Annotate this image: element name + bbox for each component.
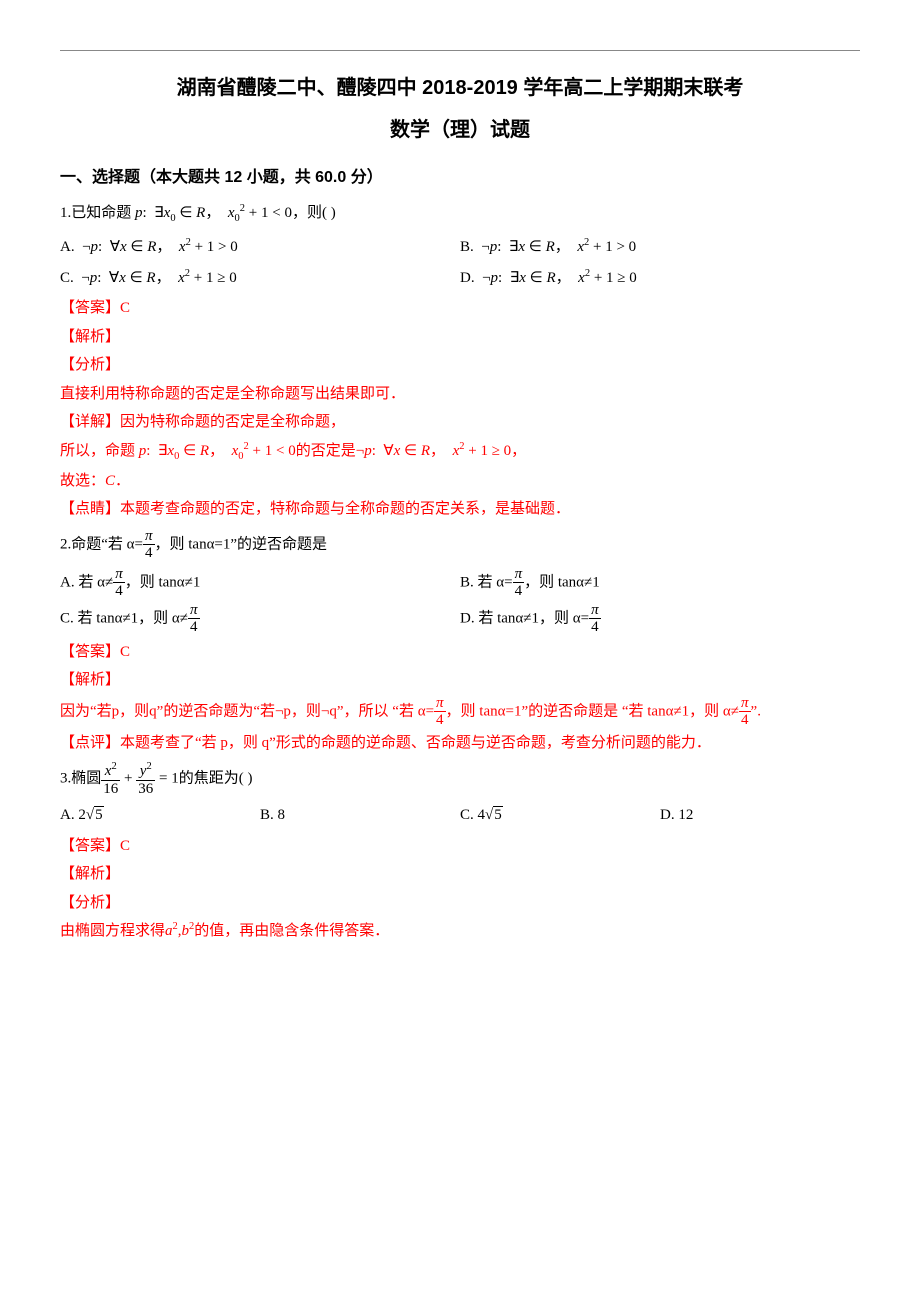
q2-optA: A. 若 α≠π4，则 tanα≠1 bbox=[60, 566, 460, 600]
q1-optC: C. ¬p: ∀x ∈ R， x2 + 1 ≥ 0 bbox=[60, 264, 460, 293]
q1-xiangjie-lead: 【详解】因为特称命题的否定是全称命题， bbox=[60, 408, 860, 437]
q1-xiangjie-body: 所以，命题 p: ∃x0 ∈ R， x02 + 1 < 0的否定是¬p: ∀x … bbox=[60, 437, 860, 467]
q2-optD: D. 若 tanα≠1，则 α=π4 bbox=[460, 602, 860, 636]
q2-body-pre: 因为“若p，则q”的逆否命题为“若¬p，则¬q”，所以 “若 α= bbox=[60, 703, 434, 719]
q3-stem-prefix: 3.椭圆 bbox=[60, 771, 101, 787]
q1-guxuan: 故选：C． bbox=[60, 467, 860, 496]
q2D-num: π bbox=[589, 602, 601, 620]
page-title-line2: 数学（理）试题 bbox=[60, 111, 860, 149]
q2A-num: π bbox=[113, 566, 125, 584]
q3C-pre: C. 4 bbox=[460, 807, 485, 823]
q1-answer: 【答案】C bbox=[60, 294, 860, 323]
q2-options-row1: A. 若 α≠π4，则 tanα≠1 B. 若 α=π4，则 tanα≠1 bbox=[60, 566, 860, 600]
q2C-den: 4 bbox=[188, 619, 200, 636]
q3-plus: + bbox=[120, 771, 136, 787]
q2b1-den: 4 bbox=[434, 712, 446, 729]
q3-jiexi: 【解析】 bbox=[60, 860, 860, 889]
q3-den2: 36 bbox=[136, 781, 155, 798]
q3-fenxi: 【分析】 bbox=[60, 889, 860, 918]
q2-frac-num: π bbox=[143, 528, 155, 546]
q2-optA-pre: A. 若 α≠ bbox=[60, 574, 113, 590]
q3-stem-suffix: 的焦距为( ) bbox=[179, 771, 253, 787]
q2-body: 因为“若p，则q”的逆否命题为“若¬p，则¬q”，所以 “若 α=π4，则 ta… bbox=[60, 695, 860, 729]
q2b2-den: 4 bbox=[739, 712, 751, 729]
q2-stem: 2.命题“若 α=π4，则 tanα=1”的逆否命题是 bbox=[60, 528, 860, 562]
q1-dianjing: 【点睛】本题考查命题的否定，特称命题与全称命题的否定关系，是基础题． bbox=[60, 495, 860, 524]
q2-dianping: 【点评】本题考查了“若 p，则 q”形式的命题的逆命题、否命题与逆否命题，考查分… bbox=[60, 729, 860, 758]
q1-xj-mid: 的否定是 bbox=[296, 443, 356, 459]
q3-eq: = 1 bbox=[155, 771, 178, 787]
q3-fenxi-body: 由椭圆方程求得a2,b2的值，再由隐含条件得答案． bbox=[60, 917, 860, 946]
q1-stem-prefix: 1.已知命题 bbox=[60, 205, 135, 221]
q2B-num: π bbox=[513, 566, 525, 584]
q2B-den: 4 bbox=[513, 583, 525, 600]
q1-fenxi: 【分析】 bbox=[60, 351, 860, 380]
q3-options: A. 2√5 B. 8 C. 4√5 D. 12 bbox=[60, 801, 860, 830]
page-title-line1: 湖南省醴陵二中、醴陵四中 2018-2019 学年高二上学期期末联考 bbox=[60, 69, 860, 107]
q3-optB: B. 8 bbox=[260, 801, 460, 830]
q2-stem-suffix: ，则 tanα=1”的逆否命题是 bbox=[155, 536, 328, 552]
q2-optC: C. 若 tanα≠1，则 α≠π4 bbox=[60, 602, 460, 636]
q1-options-row2: C. ¬p: ∀x ∈ R， x2 + 1 ≥ 0 D. ¬p: ∃x ∈ R，… bbox=[60, 264, 860, 293]
q3-den1: 16 bbox=[101, 781, 120, 798]
q3-optC: C. 4√5 bbox=[460, 801, 660, 830]
section-1-header: 一、选择题（本大题共 12 小题，共 60.0 分） bbox=[60, 163, 860, 193]
q2-optD-pre: D. 若 tanα≠1，则 α= bbox=[460, 610, 589, 626]
q2-body-mid: ，则 tanα=1”的逆否命题是 “若 tanα≠1，则 α≠ bbox=[446, 703, 739, 719]
top-rule bbox=[60, 50, 860, 51]
q3A-pre: A. 2 bbox=[60, 807, 86, 823]
q2-answer: 【答案】C bbox=[60, 638, 860, 667]
q2-options-row2: C. 若 tanα≠1，则 α≠π4 D. 若 tanα≠1，则 α=π4 bbox=[60, 602, 860, 636]
q2-optB: B. 若 α=π4，则 tanα≠1 bbox=[460, 566, 860, 600]
q3-stem: 3.椭圆x216 + y236 = 1的焦距为( ) bbox=[60, 761, 860, 797]
q3C-rad: 5 bbox=[493, 806, 503, 823]
q2-stem-prefix: 2.命题“若 α= bbox=[60, 536, 143, 552]
q2D-den: 4 bbox=[589, 619, 601, 636]
q1-stem-suffix: 则( ) bbox=[307, 205, 336, 221]
q2-optA-suf: ，则 tanα≠1 bbox=[125, 574, 201, 590]
q1-stem: 1.已知命题 p: ∃x0 ∈ R， x02 + 1 < 0，则( ) bbox=[60, 199, 860, 229]
q3-optA: A. 2√5 bbox=[60, 801, 260, 830]
q3-fb-pre: 由椭圆方程求得 bbox=[60, 923, 165, 939]
q3-optD: D. 12 bbox=[660, 801, 860, 830]
q1-optD: D. ¬p: ∃x ∈ R， x2 + 1 ≥ 0 bbox=[460, 264, 860, 293]
q1-xj-pre: 所以，命题 bbox=[60, 443, 139, 459]
q2-optC-pre: C. 若 tanα≠1，则 α≠ bbox=[60, 610, 188, 626]
q3A-rad: 5 bbox=[94, 806, 104, 823]
q2-optB-pre: B. 若 α= bbox=[460, 574, 513, 590]
q3-answer: 【答案】C bbox=[60, 832, 860, 861]
q1-fenxi-body: 直接利用特称命题的否定是全称命题写出结果即可． bbox=[60, 380, 860, 409]
q1-jiexi: 【解析】 bbox=[60, 323, 860, 352]
q2C-num: π bbox=[188, 602, 200, 620]
q2-jiexi: 【解析】 bbox=[60, 666, 860, 695]
q2A-den: 4 bbox=[113, 583, 125, 600]
q2-body-suf: ”. bbox=[751, 703, 761, 719]
q2-frac-den: 4 bbox=[143, 545, 155, 562]
q2-optB-suf: ，则 tanα≠1 bbox=[524, 574, 600, 590]
q2b1-num: π bbox=[434, 695, 446, 713]
q1-optB: B. ¬p: ∃x ∈ R， x2 + 1 > 0 bbox=[460, 233, 860, 262]
q1-optA: A. ¬p: ∀x ∈ R， x2 + 1 > 0 bbox=[60, 233, 460, 262]
q1-options-row1: A. ¬p: ∀x ∈ R， x2 + 1 > 0 B. ¬p: ∃x ∈ R，… bbox=[60, 233, 860, 262]
q2b2-num: π bbox=[739, 695, 751, 713]
q3-fb-suf: 的值，再由隐含条件得答案． bbox=[194, 923, 389, 939]
